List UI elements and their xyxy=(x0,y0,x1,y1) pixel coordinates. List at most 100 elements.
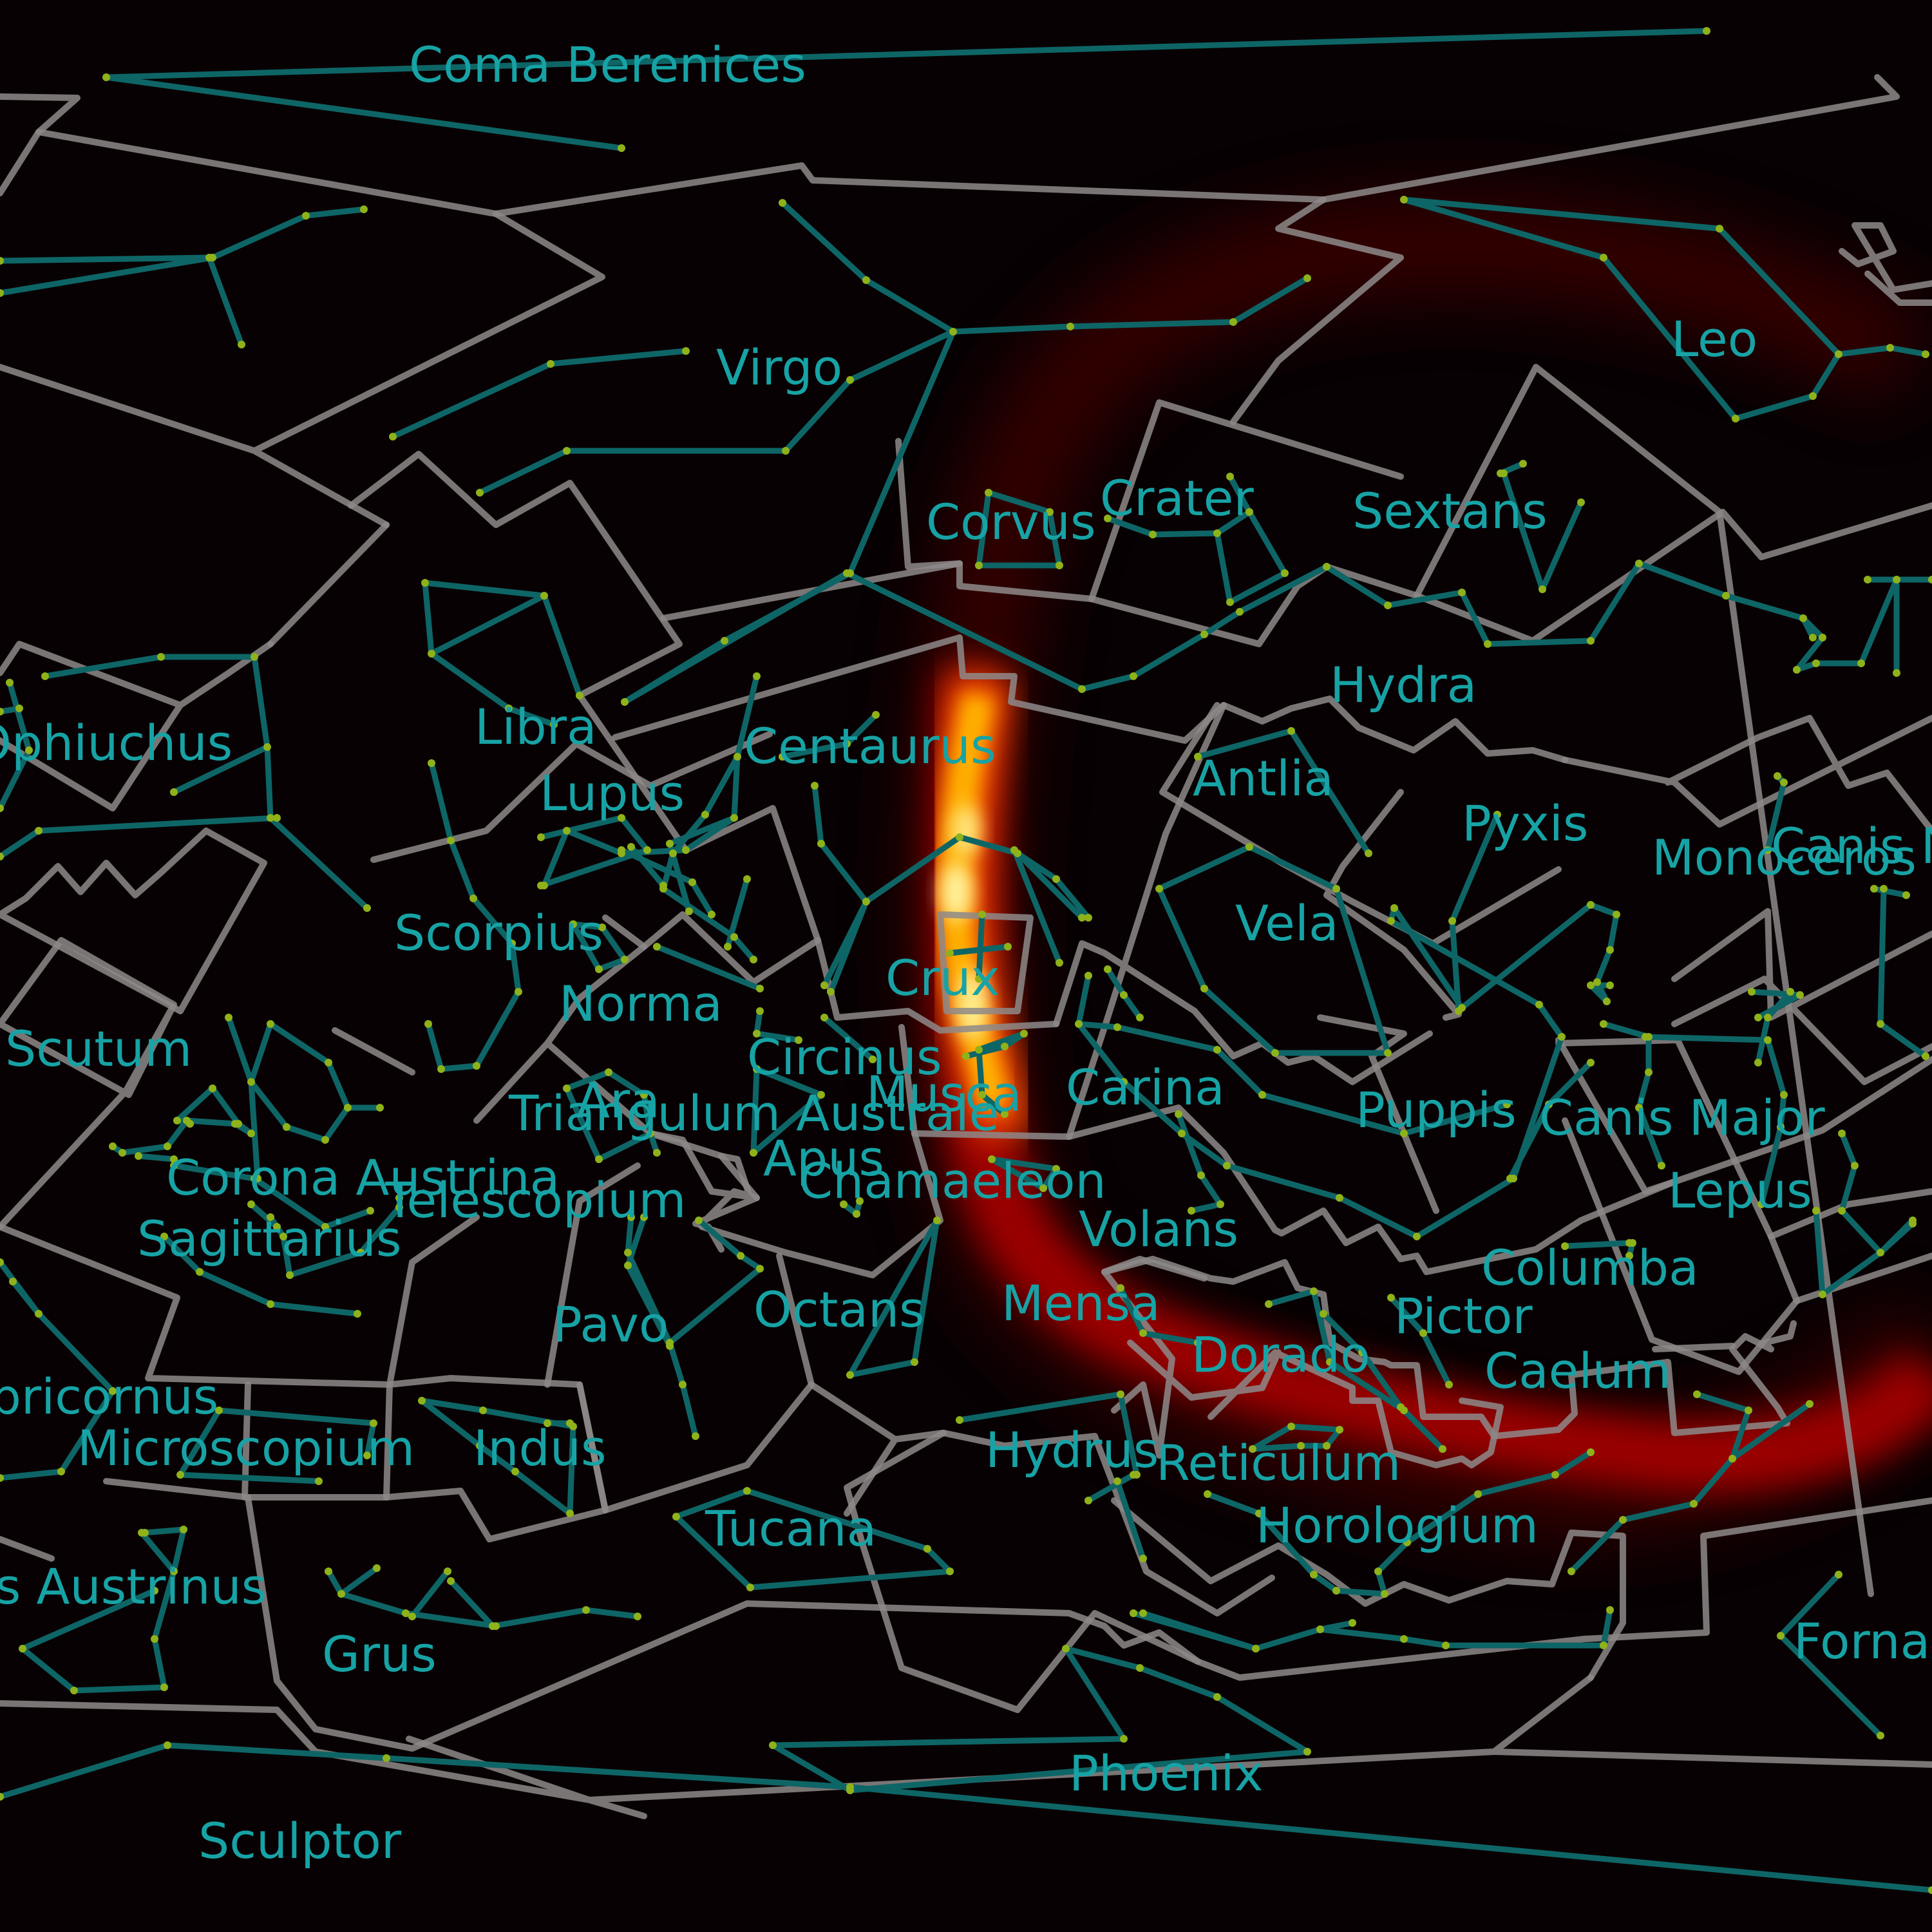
figure-volans xyxy=(1175,1111,1224,1214)
star-dot xyxy=(817,1091,825,1099)
label-hydra: Hydra xyxy=(1330,656,1477,714)
star-dot xyxy=(595,965,603,973)
star-dot xyxy=(795,1036,802,1044)
boundary-ophiuchus xyxy=(0,641,274,1014)
star-dot xyxy=(688,878,696,886)
star-dot xyxy=(118,1149,126,1157)
star-dot xyxy=(1004,943,1012,951)
star-dot xyxy=(817,840,825,848)
label-apus: Apus xyxy=(763,1130,884,1187)
star-dot xyxy=(1387,917,1395,925)
star-dot xyxy=(659,882,667,889)
star-dot xyxy=(540,592,548,600)
star-dot xyxy=(1336,1426,1343,1434)
star-dot xyxy=(978,911,986,918)
star-dot xyxy=(1413,1233,1421,1240)
boundary-telescopium-indus xyxy=(383,1375,609,1513)
star-dot xyxy=(1062,1645,1070,1653)
label-triangulum-australe: Triangulum Australe xyxy=(508,1084,999,1142)
star-dot xyxy=(1851,1162,1859,1170)
star-dot xyxy=(1551,1471,1559,1479)
bright-core-2 xyxy=(941,863,972,921)
star-dot xyxy=(582,1606,590,1614)
star-dot xyxy=(1155,885,1163,893)
star-dot xyxy=(1310,1571,1318,1578)
star-dot xyxy=(1197,1171,1205,1179)
star-dot xyxy=(1561,1242,1569,1250)
star-dot xyxy=(1506,1175,1514,1182)
boundary-horologium xyxy=(1111,1497,1626,1681)
star-dot xyxy=(1384,1049,1392,1057)
label-coma-berenices: Coma Berenices xyxy=(409,36,806,93)
star-dot xyxy=(325,1567,332,1575)
star-dot xyxy=(1600,254,1607,261)
star-dot xyxy=(1809,392,1817,400)
label-scutum: Scutum xyxy=(5,1020,192,1077)
star-dot xyxy=(682,846,690,854)
star-dot xyxy=(1213,529,1221,537)
star-dot xyxy=(1117,1284,1124,1292)
star-dot xyxy=(373,1564,381,1572)
star-dot xyxy=(653,1149,661,1157)
star-dot xyxy=(1358,1349,1366,1356)
boundary-scutum xyxy=(0,937,177,1230)
star-dot xyxy=(344,1104,352,1112)
star-dot xyxy=(753,1030,761,1037)
star-dot xyxy=(692,1432,699,1440)
star-dot xyxy=(1835,350,1842,358)
star-dot xyxy=(1113,1023,1121,1031)
star-dot xyxy=(621,698,629,706)
boundary-corvus-crater xyxy=(895,399,1404,602)
star-dot xyxy=(1567,1567,1575,1575)
star-dot xyxy=(1922,1052,1929,1060)
star-dot xyxy=(1052,875,1060,883)
star-dot xyxy=(437,1065,445,1073)
star-dot xyxy=(1113,1477,1121,1485)
label-monoceros: Monoceros xyxy=(1652,829,1917,886)
label-piscis-austrinus: Piscis Austrinus xyxy=(0,1558,267,1615)
star-dot xyxy=(666,1342,674,1350)
star-dot xyxy=(25,746,33,754)
boundary-hydrus-tucana xyxy=(602,1253,1275,1713)
star-dot xyxy=(1587,901,1595,909)
star-dot xyxy=(750,1149,757,1157)
star-dot xyxy=(1458,589,1466,596)
star-dot xyxy=(1780,779,1788,786)
star-dot xyxy=(1139,1329,1147,1337)
star-dot xyxy=(376,1104,384,1112)
star-dot xyxy=(209,1084,216,1092)
star-dot xyxy=(476,489,484,497)
label-canis-major: Canis Major xyxy=(1539,1089,1825,1146)
star-dot xyxy=(408,1613,416,1620)
star-dot xyxy=(1229,318,1237,326)
star-dot xyxy=(779,199,786,207)
star-dot xyxy=(856,1197,864,1205)
star-dot xyxy=(975,1046,983,1054)
star-dot xyxy=(263,743,271,751)
label-hydrus: Hydrus xyxy=(985,1421,1159,1479)
star-dot xyxy=(1745,1406,1752,1414)
star-dot xyxy=(1120,1735,1128,1743)
star-dot xyxy=(724,943,732,951)
star-dot xyxy=(1104,965,1112,973)
star-dot xyxy=(1786,988,1794,996)
boundary-hydra-leo xyxy=(1230,196,1874,1597)
star-dot xyxy=(1439,1445,1446,1453)
star-dot xyxy=(170,788,178,796)
star-dot xyxy=(267,1020,274,1028)
label-microscopium: Microscopium xyxy=(77,1419,415,1477)
star-dot xyxy=(1365,849,1372,857)
star-dot xyxy=(756,1265,764,1273)
star-dot xyxy=(180,1526,187,1533)
star-dot xyxy=(621,956,629,963)
label-libra: Libra xyxy=(475,698,597,755)
star-dot xyxy=(1255,1510,1263,1517)
star-dot xyxy=(640,1091,648,1099)
figure-chamaeleon xyxy=(989,1156,1059,1191)
star-dot xyxy=(1265,1300,1273,1308)
label-reticulum: Reticulum xyxy=(1156,1434,1401,1492)
boundary-volans-pictor xyxy=(1066,1056,1932,1439)
star-dot xyxy=(1812,1207,1820,1215)
star-dot xyxy=(444,1567,451,1575)
figure-triangulum-australe xyxy=(750,1066,824,1156)
